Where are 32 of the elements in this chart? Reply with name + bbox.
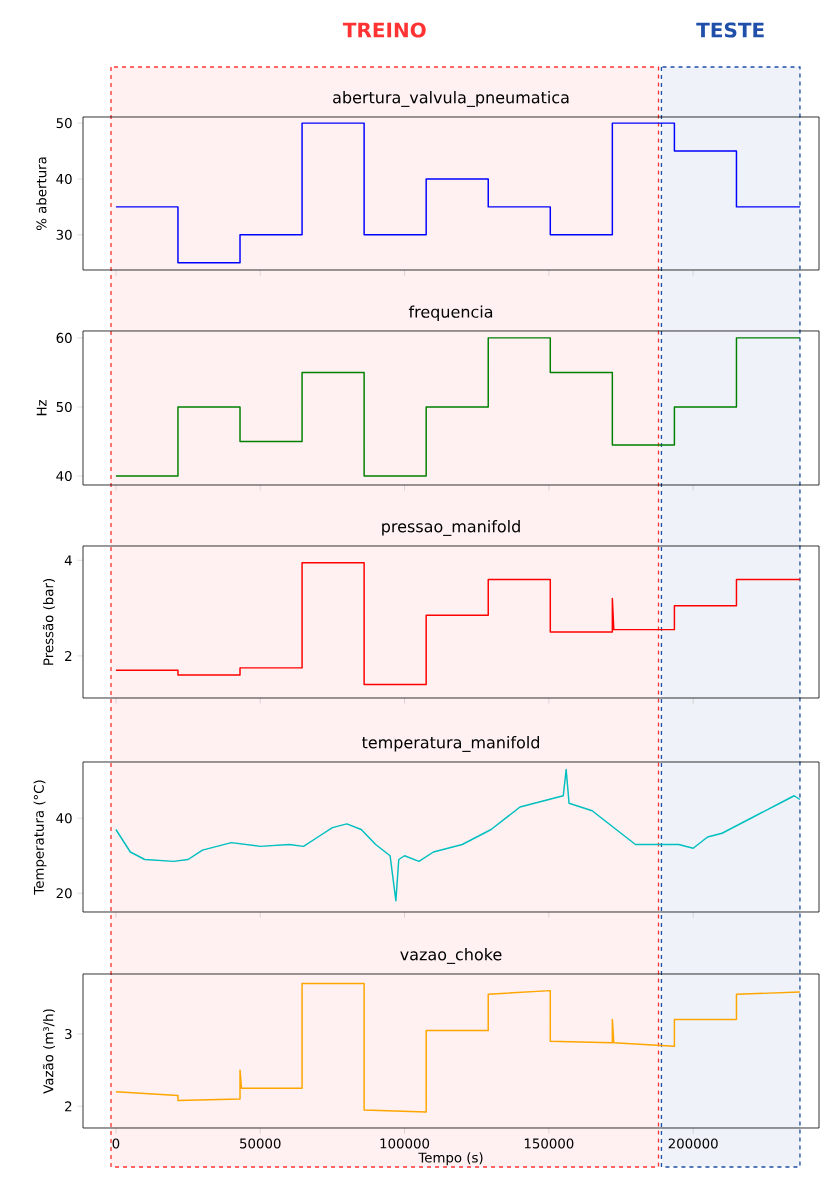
line-series xyxy=(115,561,801,686)
y-axis-title: % abertura xyxy=(36,157,47,231)
y-tick-label: 2 xyxy=(65,650,72,661)
line-series xyxy=(115,982,801,1113)
x-tick-label: 150000 xyxy=(524,1138,574,1149)
chart-title: frequencia xyxy=(408,305,493,321)
y-tick-label: 2 xyxy=(65,1101,72,1112)
x-tick-label: 0 xyxy=(112,1138,120,1149)
y-axis-title: Temperatura (°C) xyxy=(33,780,47,895)
y-tick-label: 30 xyxy=(56,229,72,240)
band-label: TESTE xyxy=(696,22,764,38)
y-tick-label: 20 xyxy=(56,888,72,899)
band-label: TREINO xyxy=(342,22,426,38)
y-axis-title: Hz xyxy=(36,400,47,416)
y-tick-label: 50 xyxy=(56,118,72,129)
y-axis-title: Vazão (m³/h) xyxy=(42,1009,55,1094)
y-tick-label: 40 xyxy=(56,813,72,824)
y-tick-label: 40 xyxy=(56,173,72,185)
y-tick-label: 60 xyxy=(56,332,72,343)
y-tick-label: 4 xyxy=(64,555,72,566)
y-tick-label: 3 xyxy=(65,1028,72,1040)
chart-title: abertura_valvula_pneumatica xyxy=(333,91,569,107)
y-tick-label: 50 xyxy=(56,401,72,412)
x-tick-label: 200000 xyxy=(668,1138,718,1149)
chart-title: pressao_manifold xyxy=(382,520,520,536)
x-tick-label: 50000 xyxy=(240,1138,281,1149)
y-tick-label: 40 xyxy=(56,470,72,482)
chart-title: vazao_choke xyxy=(400,948,502,964)
x-tick-label: 100000 xyxy=(380,1138,430,1149)
x-axis-title: Tempo (s) xyxy=(418,1152,483,1166)
y-axis-title: Pressão (bar) xyxy=(42,579,55,665)
chart-title: temperatura_manifold xyxy=(362,736,539,752)
